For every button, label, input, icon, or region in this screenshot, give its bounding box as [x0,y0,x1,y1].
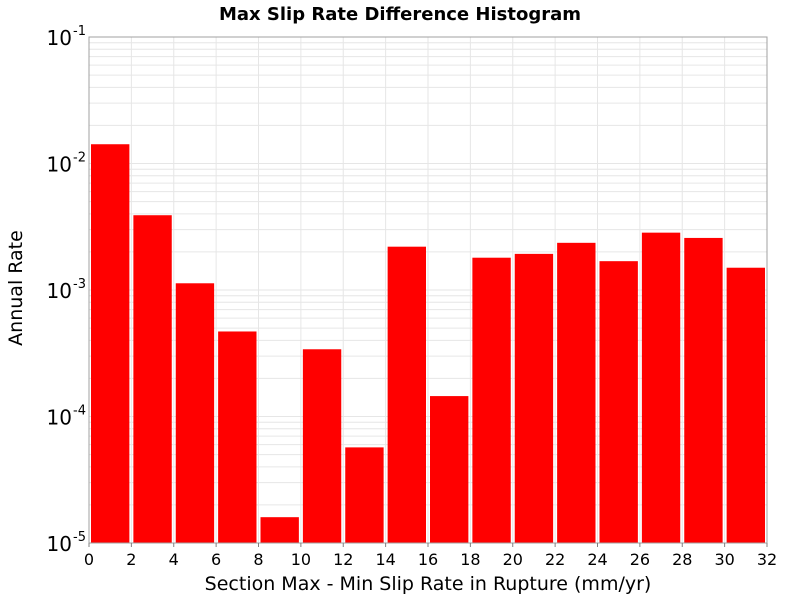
y-tick-base: 10 [47,279,72,303]
x-tick-label: 18 [460,550,480,569]
y-tick-labels: 10-510-410-310-210-1 [47,24,86,556]
y-tick-exponent: -4 [73,404,86,419]
x-tick-labels: 0 2 4 6 8 10 12 14 16 18 20 22 24 26 28 30 32 [84,543,777,569]
y-tick-label: 10 -3 [47,277,86,303]
x-tick-label: 26 [630,550,650,569]
x-tick-label: 30 [714,550,734,569]
histogram-bar [472,257,511,543]
chart-title: Max Slip Rate Difference Histogram [219,4,581,25]
x-tick-label: 20 [503,550,523,569]
y-tick-label: 10 -5 [47,530,86,556]
x-tick-label: 12 [333,550,353,569]
histogram-bar [302,349,342,543]
x-tick-label: 8 [253,550,263,569]
x-tick-label: 6 [211,550,221,569]
x-tick-label: 32 [757,550,777,569]
y-tick-label: 10 -2 [47,151,86,177]
y-tick-base: 10 [47,26,72,50]
y-tick-base: 10 [47,406,72,430]
y-axis-label: Annual Rate [5,230,27,346]
bars [91,144,765,544]
histogram-bar [599,261,638,543]
y-tick-label: 10 -4 [47,404,86,430]
y-tick-base: 10 [47,153,72,177]
histogram-bar [514,253,554,543]
y-tick-label: 10 -1 [47,24,86,50]
x-tick-label: 10 [291,550,311,569]
y-tick-exponent: -3 [73,277,86,292]
y-tick-exponent: -1 [73,24,86,39]
histogram-bar [430,396,469,543]
histogram-bar [557,242,596,543]
histogram-bar [641,232,681,544]
y-tick-base: 10 [47,532,72,556]
x-tick-label: 4 [169,550,179,569]
x-axis-label: Section Max - Min Slip Rate in Rupture (… [205,573,652,595]
histogram-bar [91,144,130,543]
x-tick-label: 22 [545,550,565,569]
histogram-bar [345,447,384,543]
x-tick-label: 2 [126,550,136,569]
histogram-bar [684,237,723,543]
x-tick-label: 24 [587,550,607,569]
histogram-bar [726,267,765,543]
histogram-bar [387,246,426,543]
histogram-bar [175,283,215,543]
x-tick-label: 16 [418,550,438,569]
x-tick-label: 0 [84,550,94,569]
x-tick-label: 28 [672,550,692,569]
x-tick-label: 14 [375,550,395,569]
y-tick-exponent: -5 [73,530,86,545]
histogram-bar [133,215,172,543]
y-tick-exponent: -2 [73,151,86,166]
histogram-bar [260,517,299,543]
histogram-bar [218,331,257,543]
